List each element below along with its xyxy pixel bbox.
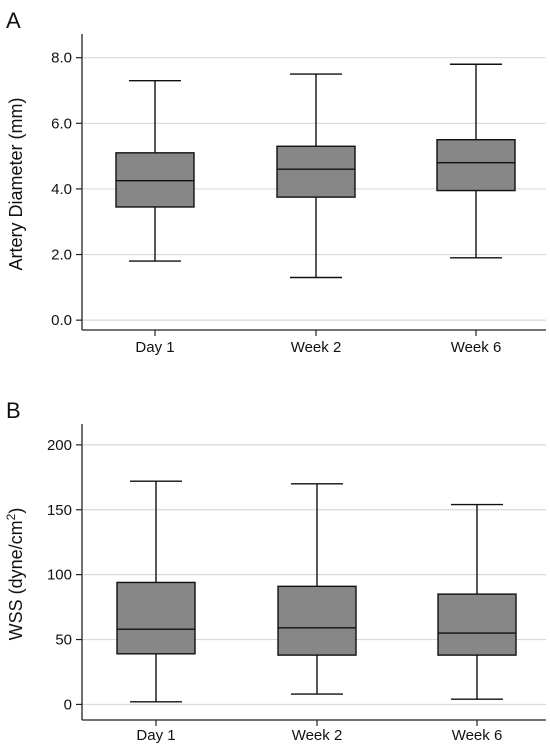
box-day-1 — [116, 480, 196, 703]
y-tick-label: 2.0 — [51, 247, 72, 264]
y-axis-title: WSS (dyne/cm2) — [4, 508, 26, 641]
box-week-6 — [436, 63, 516, 259]
box-day-1 — [115, 79, 195, 262]
x-tick-label: Day 1 — [135, 339, 174, 356]
box-week-6 — [437, 503, 517, 700]
iqr-box — [436, 139, 516, 192]
y-tick-label: 150 — [47, 502, 72, 519]
x-tick-label: Week 2 — [292, 727, 343, 744]
iqr-box — [276, 145, 356, 198]
x-tick-label: Day 1 — [136, 727, 175, 744]
iqr-box — [116, 581, 196, 655]
y-tick-label: 0.0 — [51, 312, 72, 329]
x-tick-label: Week 6 — [452, 727, 503, 744]
y-tick-label: 100 — [47, 567, 72, 584]
iqr-box — [437, 593, 517, 656]
x-tick-label: Week 2 — [291, 339, 342, 356]
iqr-box — [115, 152, 195, 208]
y-axis-title: Artery Diameter (mm) — [6, 97, 26, 270]
y-tick-label: 8.0 — [51, 50, 72, 67]
chart-panel-a: A 0.0 2.0 4.0 6.0 8.0 Day 1 Week 2 Week 6 Artery … — [6, 8, 546, 356]
y-tick-label: 4.0 — [51, 181, 72, 198]
y-tick-label: 50 — [55, 632, 72, 649]
panel-letter: B — [6, 398, 21, 423]
chart-panel-b: B 0 50 100 150 200 Day 1 Week 2 Week 6 WSS (dyne/… — [4, 398, 546, 744]
y-tick-label: 6.0 — [51, 115, 72, 132]
x-tick-label: Week 6 — [451, 339, 502, 356]
box-week-2 — [277, 483, 357, 695]
panel-letter: A — [6, 8, 21, 33]
iqr-box — [277, 585, 357, 656]
y-tick-label: 0 — [64, 696, 72, 713]
box-week-2 — [276, 73, 356, 279]
y-tick-label: 200 — [47, 437, 72, 454]
